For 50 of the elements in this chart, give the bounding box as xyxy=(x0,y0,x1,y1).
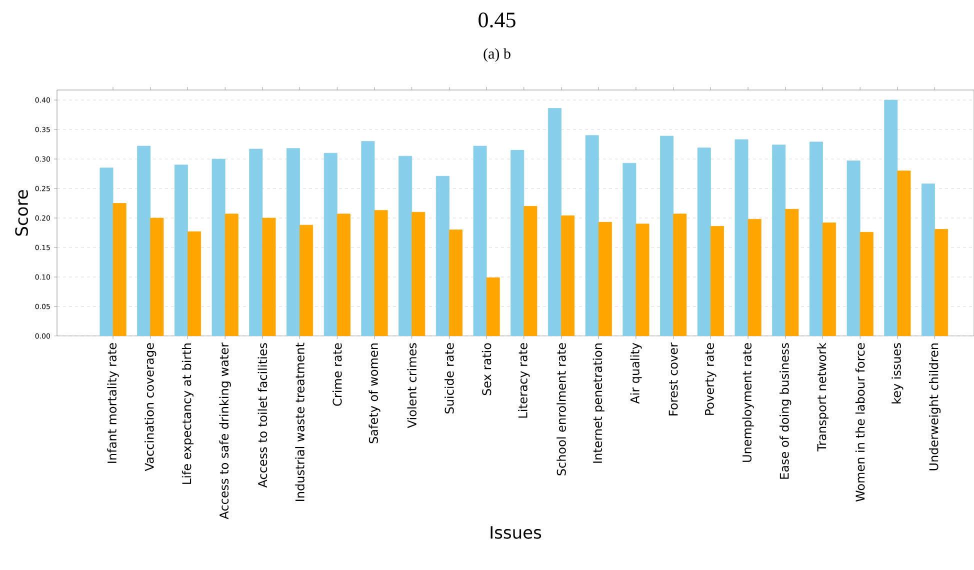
bar xyxy=(884,100,898,336)
x-tick-label: Vaccination coverage xyxy=(144,343,156,472)
bar xyxy=(734,139,748,336)
bar xyxy=(473,146,487,336)
x-tick-label: Literacy rate xyxy=(518,343,530,418)
x-axis-title: Issues xyxy=(490,526,542,539)
bar xyxy=(622,162,636,336)
bar xyxy=(249,148,263,336)
x-tick-label: Internet penetration xyxy=(592,344,604,463)
x-tick-label: Suicide rate xyxy=(444,343,454,414)
bar xyxy=(922,184,935,336)
x-tick-label: Access to safe drinking water xyxy=(219,342,231,520)
x-tick-label: Crime rate xyxy=(332,343,342,406)
x-tick-label: School enrolment rate xyxy=(556,343,566,476)
x-tick-label: Poverty rate xyxy=(705,343,716,415)
x-tick-label: Women in the labour force xyxy=(855,343,865,502)
x-tick-label: Life expectancy at birth xyxy=(182,344,194,484)
bar xyxy=(585,135,599,336)
bar xyxy=(398,156,412,336)
x-tick-label: Forest cover xyxy=(668,342,678,416)
bar xyxy=(846,160,860,336)
bar xyxy=(809,142,823,336)
bar xyxy=(436,176,450,336)
bar xyxy=(660,136,674,336)
bar xyxy=(361,141,375,336)
bar xyxy=(510,150,524,336)
bar xyxy=(212,158,226,336)
bar xyxy=(324,152,338,336)
chart-subtitle: (a) b xyxy=(484,48,510,62)
x-tick-label: Industrial waste treatment xyxy=(295,342,304,501)
x-tick-label: Infant mortality rate xyxy=(107,343,119,463)
x-tick-label: Underweight children xyxy=(928,344,941,470)
x-tick-label: Violent crimes xyxy=(407,343,416,428)
chart-title: 0.45 xyxy=(478,12,516,28)
x-tick-label: key issues xyxy=(892,343,904,404)
y-axis-title: Score xyxy=(15,190,28,236)
x-tick-label: Air quality xyxy=(630,342,642,404)
x-tick-label: Transport network xyxy=(816,342,829,452)
bar xyxy=(174,164,188,336)
bar xyxy=(697,148,711,336)
x-tick-label: Ease of doing business xyxy=(780,343,792,479)
x-tick-label: Unemployment rate xyxy=(742,343,754,462)
bar xyxy=(772,144,786,336)
x-tick-label: Safety of women xyxy=(368,344,380,444)
bar xyxy=(137,146,151,336)
bar xyxy=(100,168,114,336)
x-tick-label: Access to toilet facilities xyxy=(258,343,268,488)
bar xyxy=(286,148,300,336)
bar xyxy=(548,108,562,336)
x-tick-label: Sex ratio xyxy=(482,343,492,396)
